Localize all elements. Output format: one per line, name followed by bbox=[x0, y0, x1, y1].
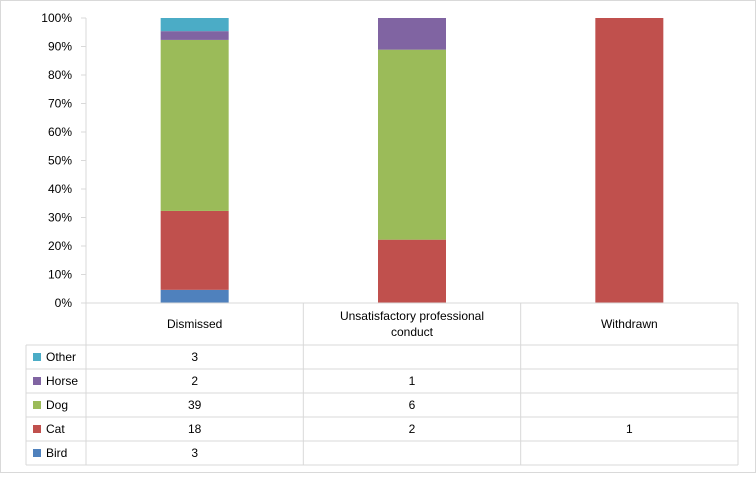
y-tick-label: 40% bbox=[48, 182, 72, 196]
category-label: Withdrawn bbox=[601, 317, 658, 331]
y-tick-label: 50% bbox=[48, 154, 72, 168]
y-tick-label: 30% bbox=[48, 211, 72, 225]
category-label: conduct bbox=[391, 325, 434, 339]
bar-segment-horse bbox=[160, 31, 229, 40]
data-value-label: 6 bbox=[409, 398, 416, 412]
data-value-label: 18 bbox=[188, 422, 202, 436]
legend-key-horse bbox=[33, 377, 41, 385]
y-tick-label: 20% bbox=[48, 239, 72, 253]
data-value-label: 3 bbox=[191, 446, 198, 460]
legend-key-bird bbox=[33, 449, 41, 457]
y-tick-label: 80% bbox=[48, 68, 72, 82]
legend-key-cat bbox=[33, 425, 41, 433]
bar-segment-dog bbox=[378, 49, 446, 240]
bar-segment-other bbox=[160, 18, 229, 32]
bar-segment-bird bbox=[160, 289, 229, 303]
data-value-label: 1 bbox=[409, 374, 416, 388]
data-value-label: 3 bbox=[191, 350, 198, 364]
data-value-label: 2 bbox=[409, 422, 416, 436]
legend-key-other bbox=[33, 353, 41, 361]
y-tick-label: 10% bbox=[48, 268, 72, 282]
bar-segment-dog bbox=[160, 39, 229, 211]
bar-segment-cat bbox=[160, 210, 229, 290]
data-value-label: 1 bbox=[626, 422, 633, 436]
series-label: Horse bbox=[46, 374, 78, 388]
category-label: Unsatisfactory professional bbox=[340, 309, 484, 323]
y-tick-label: 90% bbox=[48, 40, 72, 54]
series-label: Bird bbox=[46, 446, 67, 460]
category-label: Dismissed bbox=[167, 317, 222, 331]
series-label: Cat bbox=[46, 422, 65, 436]
series-label: Dog bbox=[46, 398, 68, 412]
y-tick-label: 100% bbox=[41, 11, 72, 25]
series-label: Other bbox=[46, 350, 76, 364]
y-tick-label: 70% bbox=[48, 97, 72, 111]
data-value-label: 39 bbox=[188, 398, 202, 412]
bar-segment-cat bbox=[378, 239, 446, 303]
data-value-label: 2 bbox=[191, 374, 198, 388]
y-tick-label: 60% bbox=[48, 125, 72, 139]
y-tick-label: 0% bbox=[55, 296, 73, 310]
bar-segment-horse bbox=[378, 18, 446, 50]
bar-segment-cat bbox=[595, 18, 664, 303]
legend-key-dog bbox=[33, 401, 41, 409]
